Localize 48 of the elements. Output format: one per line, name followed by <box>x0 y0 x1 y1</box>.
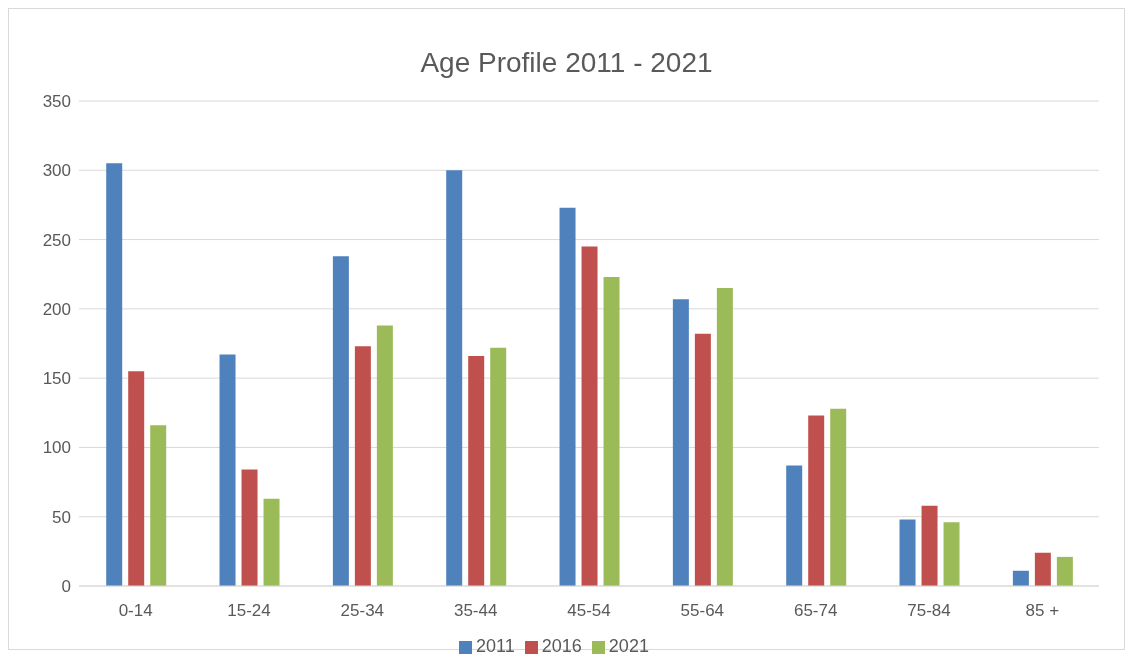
bar <box>241 469 258 586</box>
bar <box>1012 570 1029 586</box>
y-tick-label: 300 <box>42 161 71 181</box>
bar <box>1034 552 1051 586</box>
bar <box>559 207 576 586</box>
x-tick-label: 45-54 <box>567 601 611 621</box>
x-tick-label: 0-14 <box>118 601 153 621</box>
bar <box>581 246 598 586</box>
y-tick-label: 200 <box>42 299 71 319</box>
legend-label: 2011 <box>476 636 515 656</box>
bar <box>446 170 463 586</box>
bar <box>263 498 280 586</box>
x-tick-label: 85 + <box>1025 601 1060 621</box>
bar <box>921 505 938 586</box>
bar <box>150 425 167 586</box>
bar <box>354 346 371 586</box>
bar <box>808 415 825 586</box>
bar <box>603 276 620 586</box>
bar <box>899 519 916 586</box>
chart-title: Age Profile 2011 - 2021 <box>419 46 714 80</box>
legend-label: 2016 <box>541 636 582 656</box>
bar <box>786 465 803 586</box>
y-tick-label: 50 <box>52 507 71 527</box>
bar <box>694 333 711 586</box>
bar <box>219 354 236 586</box>
bar <box>830 408 847 586</box>
y-tick-label: 350 <box>42 92 71 112</box>
bar <box>376 325 393 586</box>
bar <box>1056 556 1073 586</box>
y-tick-label: 150 <box>42 369 71 389</box>
x-tick-label: 35-44 <box>453 601 498 621</box>
legend-label: 2021 <box>608 636 649 656</box>
bar <box>106 163 123 586</box>
bar <box>672 299 689 586</box>
x-tick-label: 65-74 <box>793 601 838 621</box>
bar <box>468 355 485 586</box>
bar <box>490 347 507 586</box>
x-tick-label: 75-84 <box>907 601 951 621</box>
y-tick-label: 250 <box>42 230 71 250</box>
x-tick-label: 25-34 <box>340 601 385 621</box>
bar <box>128 371 145 586</box>
x-tick-label: 15-24 <box>227 601 271 621</box>
bar <box>943 522 960 586</box>
y-tick-label: 100 <box>42 438 71 458</box>
bar <box>332 256 349 586</box>
y-tick-label: 0 <box>61 577 71 597</box>
bar <box>716 288 733 586</box>
x-tick-label: 55-64 <box>680 601 725 621</box>
